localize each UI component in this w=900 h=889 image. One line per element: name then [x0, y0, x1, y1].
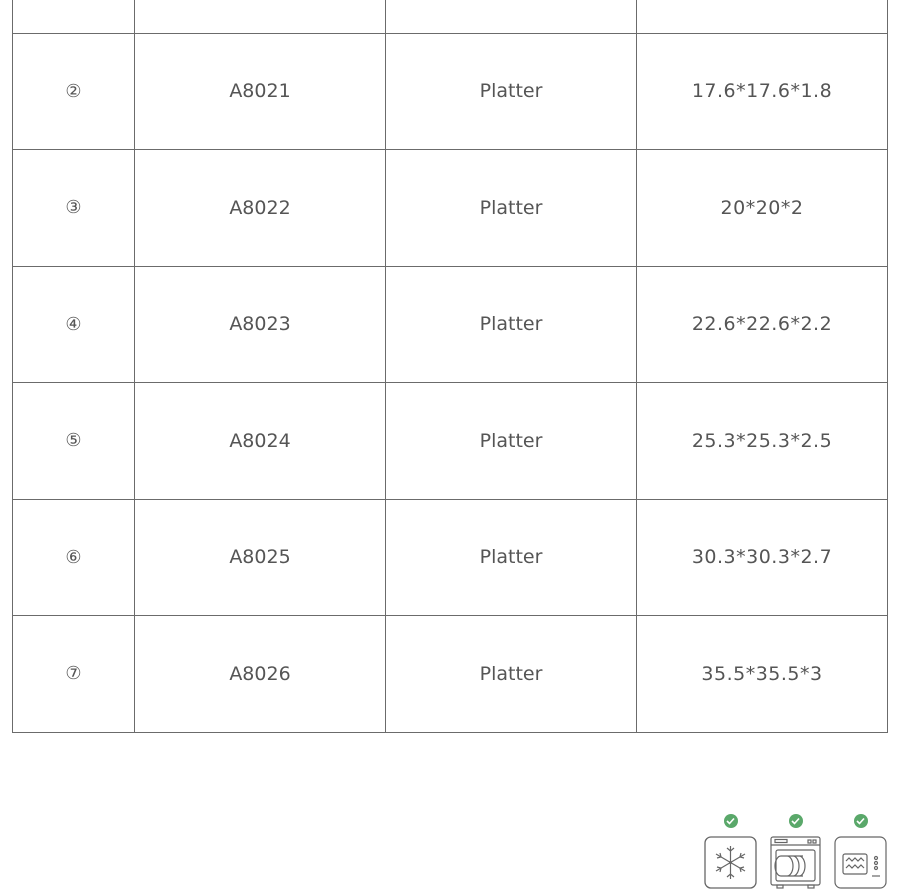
cell-code: A8023 — [134, 265, 386, 383]
care-icons — [704, 814, 887, 889]
cell-name: Platter — [385, 149, 637, 267]
microwave-icon — [834, 836, 887, 889]
cell-name: Platter — [385, 615, 637, 733]
cell-code: A8026 — [134, 615, 386, 733]
check-icon — [723, 814, 738, 828]
freezer-safe — [704, 814, 757, 889]
cell-size: 17.6*17.6*1.8 — [636, 32, 888, 150]
table-row: ⑥ A8025 Platter 30.3*30.3*2.7 — [12, 498, 888, 616]
cell-name: Platter — [385, 265, 637, 383]
cell-index: ③ — [12, 149, 135, 267]
cell-size: 25.3*25.3*2.5 — [636, 382, 888, 500]
table-row: ④ A8023 Platter 22.6*22.6*2.2 — [12, 265, 888, 383]
cell-size: 20*20*2 — [636, 149, 888, 267]
cell-index: ⑤ — [12, 382, 135, 500]
table-row: ③ A8022 Platter 20*20*2 — [12, 149, 888, 267]
cell-code: A8025 — [134, 498, 386, 616]
cell-size: 30.3*30.3*2.7 — [636, 498, 888, 616]
cell-size: 35.5*35.5*3 — [636, 615, 888, 733]
product-size-table: ② A8021 Platter 17.6*17.6*1.8 ③ A8022 Platter 2… — [12, 0, 888, 733]
cell-size — [636, 0, 888, 34]
microwave-safe — [834, 814, 887, 889]
cell-index: ⑦ — [12, 615, 135, 733]
cell-name — [385, 0, 637, 34]
cell-index: ④ — [12, 265, 135, 383]
cell-name: Platter — [385, 32, 637, 150]
table-row: ② A8021 Platter 17.6*17.6*1.8 — [12, 32, 888, 150]
check-icon — [788, 814, 803, 828]
cell-code — [134, 0, 386, 34]
cell-code: A8022 — [134, 149, 386, 267]
table-row — [12, 0, 888, 34]
cell-size: 22.6*22.6*2.2 — [636, 265, 888, 383]
snowflake-icon — [704, 836, 757, 889]
table-row: ⑤ A8024 Platter 25.3*25.3*2.5 — [12, 382, 888, 500]
cell-index: ⑥ — [12, 498, 135, 616]
dishwasher-safe — [769, 814, 822, 889]
table-row: ⑦ A8026 Platter 35.5*35.5*3 — [12, 615, 888, 733]
cell-name: Platter — [385, 498, 637, 616]
cell-name: Platter — [385, 382, 637, 500]
check-icon — [853, 814, 868, 828]
cell-index: ② — [12, 32, 135, 150]
cell-index — [12, 0, 135, 34]
cell-code: A8021 — [134, 32, 386, 150]
dishwasher-icon — [770, 836, 821, 889]
cell-code: A8024 — [134, 382, 386, 500]
